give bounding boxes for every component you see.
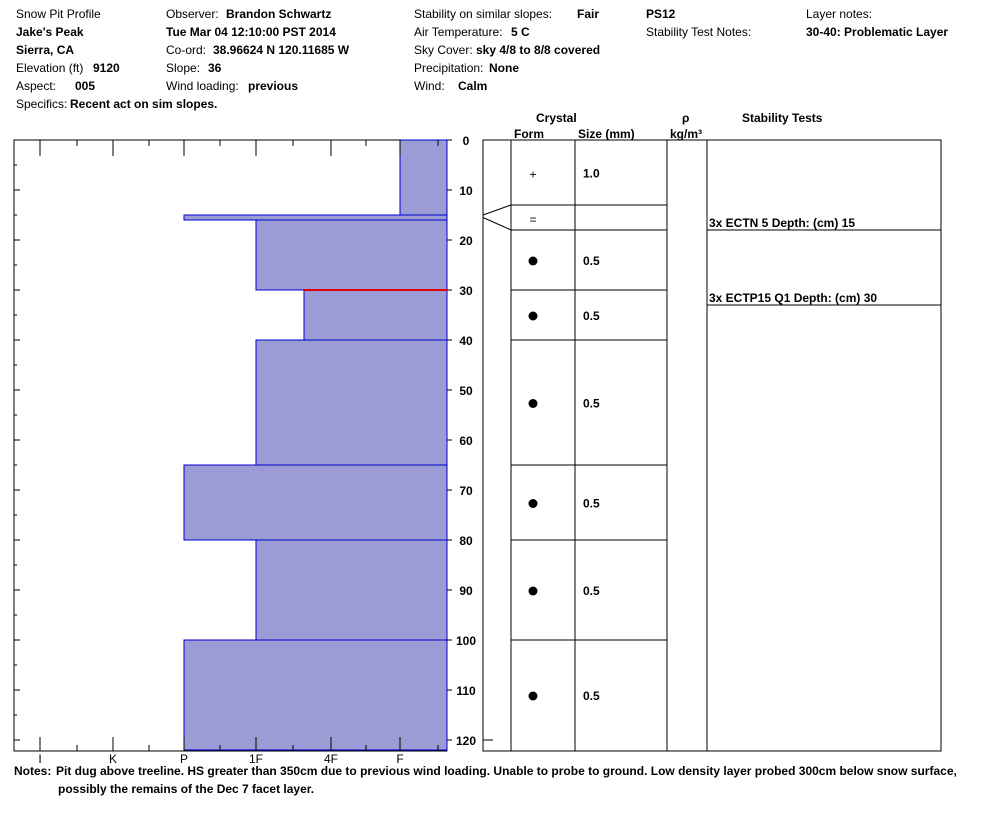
notes-line-2: possibly the remains of the Dec 7 facet …: [58, 782, 315, 796]
notes-label: Notes:: [14, 764, 52, 778]
precipitation-label: Precipitation:: [414, 61, 484, 75]
observer-label: Observer:: [166, 7, 219, 21]
aspect-value: 005: [75, 79, 96, 93]
hardness-bar-2: [255, 219, 448, 291]
grain-size-value: 0.5: [583, 397, 600, 411]
hardness-bar-3: [303, 289, 448, 341]
density-symbol: ρ: [682, 111, 690, 125]
layer-notes-label: Layer notes:: [806, 7, 873, 21]
grain-form-symbol: +: [529, 168, 536, 182]
hardness-label-1F: 1F: [249, 752, 263, 766]
wind-loading-value: previous: [248, 79, 299, 93]
specifics-value: Recent act on sim slopes.: [70, 97, 218, 111]
density-unit: kg/m³: [670, 127, 703, 141]
hardness-label-F: F: [396, 752, 403, 766]
coord-value: 38.96624 N 120.11685 W: [213, 43, 350, 57]
wind-label: Wind:: [414, 79, 445, 93]
depth-label: 80: [459, 534, 473, 548]
crystal-header: Crystal: [536, 111, 577, 125]
grain-size-value: 0.5: [583, 689, 600, 703]
rounded-grain-icon: [528, 311, 538, 321]
hardness-bar-4: [255, 339, 448, 466]
depth-label: 70: [459, 484, 473, 498]
grain-size-value: 0.5: [583, 497, 600, 511]
depth-label: 60: [459, 434, 473, 448]
location-name: Jake's Peak: [16, 25, 84, 39]
grain-size-value: 0.5: [583, 584, 600, 598]
hardness-label-4F: 4F: [324, 752, 338, 766]
layer-connector-line: [482, 204, 512, 216]
hardness-label-I: I: [38, 752, 41, 766]
wind-loading-label: Wind loading:: [166, 79, 239, 93]
profile-title: Snow Pit Profile: [16, 7, 101, 21]
depth-label: 50: [459, 384, 473, 398]
hardness-bar-5: [183, 464, 448, 541]
stability-label: Stability on similar slopes:: [414, 7, 553, 21]
air-temp-value: 5 C: [511, 25, 530, 39]
observer-value: Brandon Schwartz: [226, 7, 332, 21]
sky-cover-label: Sky Cover:: [414, 43, 473, 57]
crystal-table-frame: [482, 139, 942, 752]
rounded-grain-icon: [528, 499, 538, 508]
wind-value: Calm: [458, 79, 488, 93]
rounded-grain-icon: [528, 586, 538, 596]
depth-label: 20: [459, 234, 473, 248]
depth-label: 0: [463, 134, 470, 148]
grain-size-value: 0.5: [583, 309, 600, 323]
form-header: Form: [514, 127, 544, 141]
elevation-value: 9120: [93, 61, 120, 75]
rounded-grain-icon: [528, 691, 538, 701]
depth-label: 120: [456, 734, 476, 748]
specifics-label: Specifics:: [16, 97, 68, 111]
stability-test-label: 3x ECTP15 Q1 Depth: (cm) 30: [709, 291, 877, 305]
hardness-bar-0: [399, 139, 448, 216]
depth-label: 110: [456, 684, 476, 698]
hardness-label-K: K: [109, 752, 117, 766]
depth-label: 40: [459, 334, 473, 348]
stability-tests-header: Stability Tests: [742, 111, 823, 125]
size-header: Size (mm): [578, 127, 635, 141]
hardness-bar-6: [255, 539, 448, 641]
air-temp-label: Air Temperature:: [414, 25, 503, 39]
precipitation-value: None: [489, 61, 519, 75]
notes-line-1: Pit dug above treeline. HS greater than …: [56, 764, 957, 778]
region-name: Sierra, CA: [16, 43, 75, 57]
stability-test-label: 3x ECTN 5 Depth: (cm) 15: [709, 216, 855, 230]
slope-value: 36: [208, 61, 222, 75]
coord-label: Co-ord:: [166, 43, 207, 57]
elevation-label: Elevation (ft): [16, 61, 84, 75]
observation-datetime: Tue Mar 04 12:10:00 PST 2014: [166, 25, 336, 39]
stability-notes-label: Stability Test Notes:: [646, 25, 752, 39]
depth-label: 30: [459, 284, 473, 298]
depth-label: 10: [459, 184, 473, 198]
grain-form-symbol: =: [529, 213, 536, 227]
stability-value: Fair: [577, 7, 600, 21]
aspect-label: Aspect:: [16, 79, 57, 93]
grain-size-value: 0.5: [583, 254, 600, 268]
hardness-label-P: P: [180, 752, 188, 766]
hardness-bar-7: [183, 639, 448, 751]
hardness-bar-1: [183, 214, 448, 221]
layer-notes-value: 30-40: Problematic Layer: [806, 25, 949, 39]
test-id: PS12: [646, 7, 676, 21]
layer-connector-line: [482, 217, 512, 231]
sky-cover-value: sky 4/8 to 8/8 covered: [476, 43, 601, 57]
depth-label: 100: [456, 634, 476, 648]
depth-label: 90: [459, 584, 473, 598]
grain-size-value: 1.0: [583, 167, 600, 181]
rounded-grain-icon: [528, 256, 538, 266]
slope-label: Slope:: [166, 61, 201, 75]
rounded-grain-icon: [528, 399, 538, 408]
